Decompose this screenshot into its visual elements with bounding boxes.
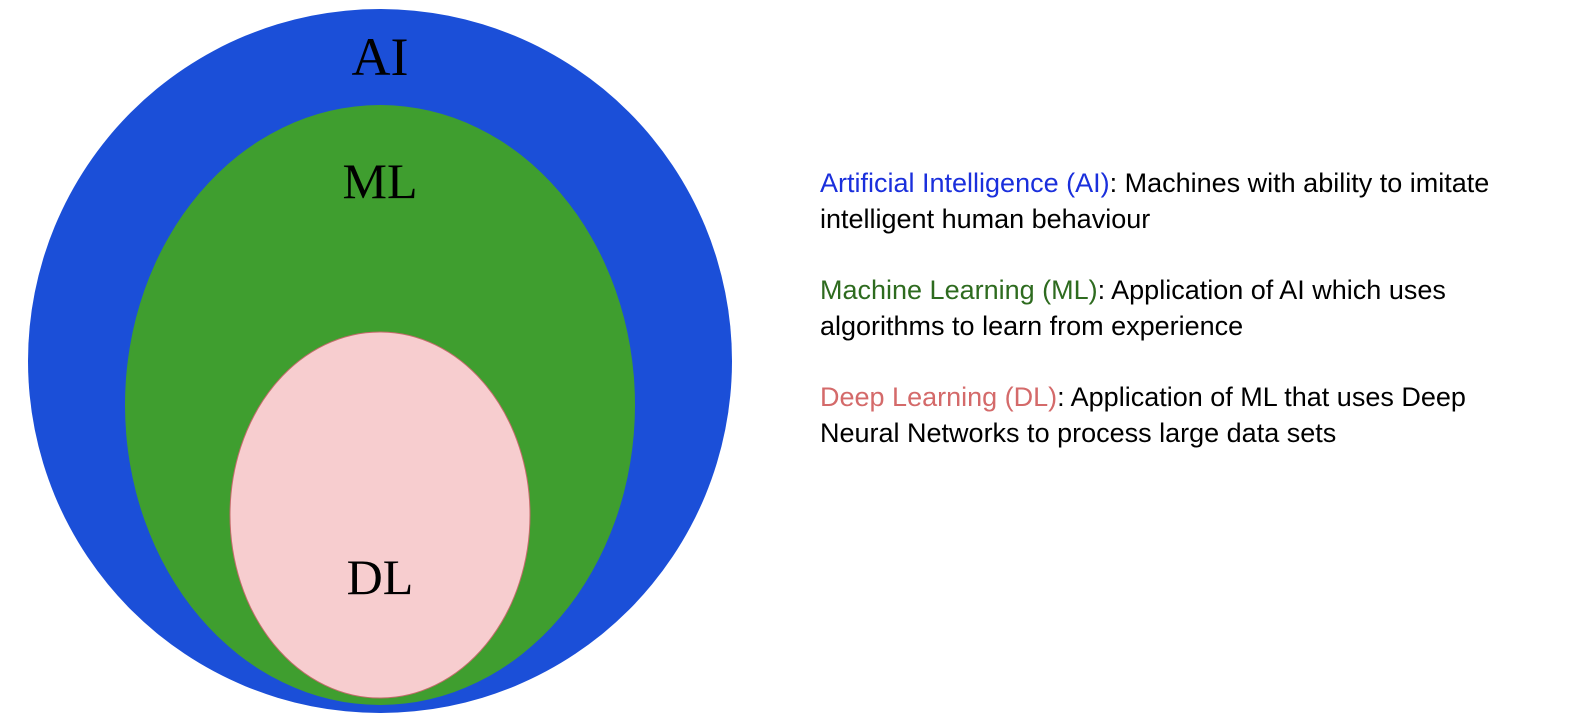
legend-term-dl: Deep Learning (DL): [820, 382, 1057, 412]
legend: Artificial Intelligence (AI): Machines w…: [820, 165, 1520, 486]
ai-label: AI: [352, 26, 409, 88]
figure-root: AI ML DL Artificial Intelligence (AI): M…: [0, 0, 1572, 722]
dl-ellipse: [230, 332, 530, 698]
legend-item-dl: Deep Learning (DL): Application of ML th…: [820, 379, 1520, 452]
ml-label: ML: [343, 152, 418, 210]
legend-item-ml: Machine Learning (ML): Application of AI…: [820, 272, 1520, 345]
legend-term-ml: Machine Learning (ML): [820, 275, 1098, 305]
legend-item-ai: Artificial Intelligence (AI): Machines w…: [820, 165, 1520, 238]
legend-term-ai: Artificial Intelligence (AI): [820, 168, 1110, 198]
dl-label: DL: [347, 548, 414, 606]
